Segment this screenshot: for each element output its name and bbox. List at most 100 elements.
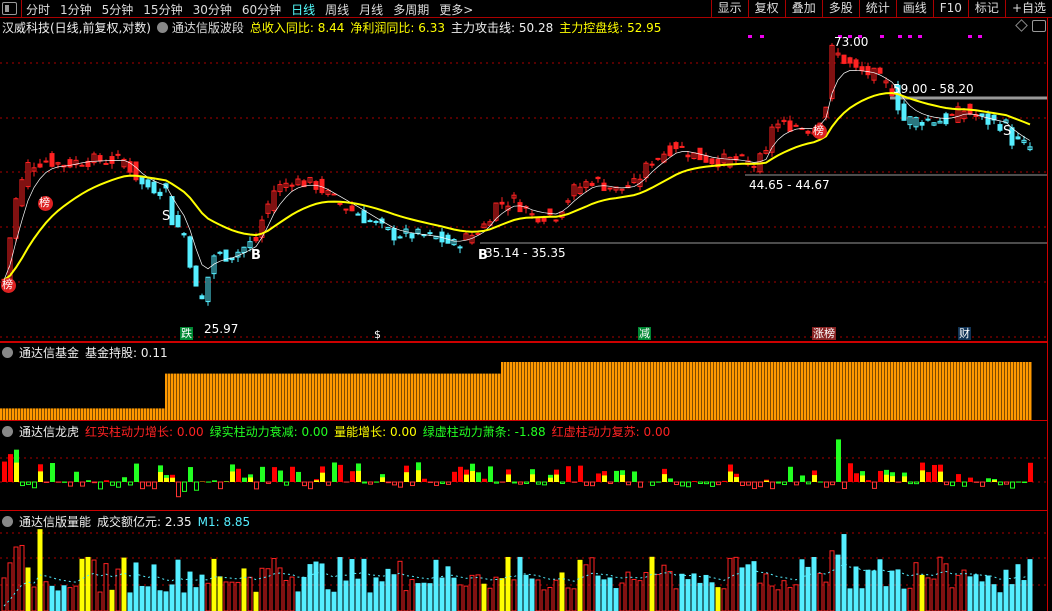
panel-toggle-icon[interactable] xyxy=(1032,20,1046,32)
volume-bar xyxy=(31,586,37,611)
candle-body xyxy=(907,116,913,126)
bang-marker[interactable]: 榜 xyxy=(38,196,53,211)
period-tab[interactable]: 60分钟 xyxy=(241,3,282,17)
toolbar-button[interactable]: 统计 xyxy=(858,0,896,18)
bang-marker[interactable]: 榜 xyxy=(1,278,16,293)
candle-body xyxy=(553,219,559,222)
longhu-bar xyxy=(404,472,409,482)
period-tab[interactable]: 日线 xyxy=(291,3,316,17)
volume-bar xyxy=(181,592,187,611)
toolbar-button[interactable]: +自选 xyxy=(1004,0,1052,18)
fund-bar xyxy=(366,373,369,420)
volume-amount: 成交额亿元: 2.35 xyxy=(97,515,192,529)
period-tab[interactable]: 5分钟 xyxy=(101,3,134,17)
candle-body xyxy=(355,213,361,216)
fund-bar xyxy=(537,362,540,420)
toolbar-button[interactable]: 复权 xyxy=(747,0,785,18)
longhu-bar xyxy=(506,474,511,482)
candle-body xyxy=(781,119,787,123)
volume-bar xyxy=(277,567,283,611)
die-marker[interactable]: 跌 xyxy=(180,327,193,340)
volume-bar xyxy=(889,570,895,611)
toolbar-button[interactable]: 多股 xyxy=(821,0,859,18)
toolbar-button[interactable]: 标记 xyxy=(967,0,1005,18)
sell-marker[interactable]: S xyxy=(1003,124,1012,139)
fund-bar xyxy=(807,362,810,420)
volume-bar xyxy=(463,585,469,611)
fund-header: 通达信基金 基金持股: 0.11 xyxy=(2,344,168,361)
zhangbang-marker[interactable]: 涨榜 xyxy=(812,327,836,340)
candle-body xyxy=(373,220,379,223)
period-tab[interactable]: 30分钟 xyxy=(192,3,232,17)
toolbar-button[interactable]: 显示 xyxy=(710,0,748,18)
volume-bar xyxy=(997,592,1003,611)
candle-body xyxy=(679,145,685,148)
fund-bar xyxy=(762,362,765,420)
buy-marker[interactable]: B xyxy=(251,248,261,263)
indicator-value: 净利润同比: 6.33 xyxy=(350,21,445,35)
chevron-down-icon[interactable] xyxy=(2,426,13,437)
bang-marker[interactable]: 榜 xyxy=(812,124,827,139)
fund-bar xyxy=(771,362,774,420)
sell-marker[interactable]: S xyxy=(162,209,171,224)
longhu-bar xyxy=(116,481,121,488)
sidebar-toggle-icon[interactable] xyxy=(2,2,17,15)
fund-bar xyxy=(420,373,423,420)
volume-bar xyxy=(205,582,211,611)
longhu-bar xyxy=(938,471,943,482)
cai-marker[interactable]: 财 xyxy=(958,327,971,340)
fund-bar xyxy=(108,408,111,420)
fund-bar xyxy=(165,373,168,420)
chevron-down-icon[interactable] xyxy=(2,516,13,527)
fund-bar xyxy=(90,408,93,420)
period-tab[interactable]: 多周期 xyxy=(393,3,430,17)
toolbar-button[interactable]: F10 xyxy=(932,0,968,18)
period-tab[interactable]: 月线 xyxy=(359,3,384,17)
period-tab[interactable]: 15分钟 xyxy=(143,3,183,17)
longhu-bar xyxy=(140,481,145,490)
volume-bar xyxy=(361,558,367,611)
fund-bar xyxy=(435,373,438,420)
candle-body xyxy=(319,178,325,194)
volume-bar xyxy=(307,564,313,611)
volume-bar xyxy=(811,556,817,611)
fund-bar xyxy=(861,362,864,420)
candle-body xyxy=(391,227,397,241)
toolbar-button[interactable]: 画线 xyxy=(895,0,933,18)
longhu-bar xyxy=(314,480,319,482)
dollar-marker[interactable]: $ xyxy=(374,328,381,341)
buy-marker[interactable]: B xyxy=(478,248,488,263)
candle-body xyxy=(193,265,199,287)
period-tab[interactable]: 周线 xyxy=(325,3,350,17)
candle-body xyxy=(751,165,757,168)
period-tab[interactable]: 分时 xyxy=(26,3,51,17)
fund-bar xyxy=(186,373,189,420)
fund-bar xyxy=(864,362,867,420)
right-border xyxy=(1047,18,1048,611)
longhu-bar xyxy=(446,481,451,485)
longhu-bar xyxy=(590,481,595,487)
fund-bar xyxy=(765,362,768,420)
fund-bar xyxy=(375,373,378,420)
fund-bar xyxy=(393,373,396,420)
chevron-down-icon[interactable] xyxy=(2,347,13,358)
period-tab[interactable]: 1分钟 xyxy=(60,3,92,17)
fund-bar xyxy=(72,408,75,420)
fund-bar xyxy=(162,408,165,420)
toolbar-button[interactable]: 叠加 xyxy=(784,0,822,18)
fund-bar xyxy=(681,362,684,420)
fund-bar xyxy=(429,373,432,420)
indicator-selector[interactable]: 通达信版波段 xyxy=(157,19,244,36)
fund-bar xyxy=(714,362,717,420)
fund-bar xyxy=(657,362,660,420)
longhu-bar xyxy=(560,481,565,484)
chevron-down-icon[interactable] xyxy=(157,22,168,33)
candle-body xyxy=(109,156,115,164)
jian-marker[interactable]: 减 xyxy=(638,327,651,340)
longhu-bar xyxy=(770,481,775,490)
volume-bar xyxy=(103,563,109,611)
candle-body xyxy=(883,80,889,84)
period-tab[interactable]: 更多> xyxy=(439,3,474,17)
fund-bar xyxy=(909,362,912,420)
